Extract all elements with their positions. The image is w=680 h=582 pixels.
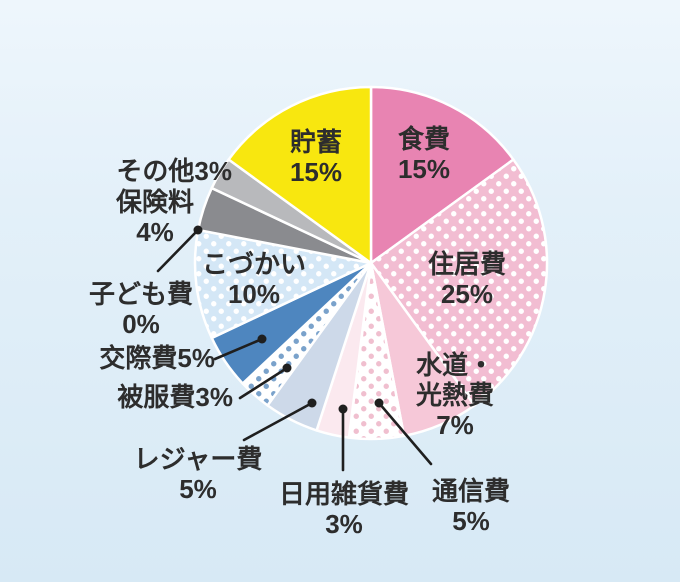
slice-percent-text: 7%: [436, 410, 474, 440]
slice-label-text: 貯蓄: [289, 127, 343, 157]
slice-label-text: 水道・ 光熱費: [415, 350, 495, 410]
pie-slice-allowance: [193, 228, 373, 340]
pie-label-allowance: こづかい 10%: [202, 249, 306, 309]
slice-label-text: レジャー費: [133, 444, 263, 474]
slice-percent-text: 0%: [122, 309, 160, 339]
slice-label-text: こづかい: [201, 249, 307, 279]
slice-label-text: 交際費: [99, 343, 178, 373]
leader-line-leisure: [242, 401, 314, 442]
slice-percent-text: 15%: [397, 154, 451, 184]
slice-percent-text: 25%: [440, 279, 494, 309]
pie-label-food: 食費 15%: [398, 124, 450, 184]
slice-percent-text: 5%: [177, 343, 215, 373]
pie-label-communication: 通信費 5%: [432, 476, 510, 536]
slice-percent-text: 3%: [194, 156, 232, 186]
slice-label-text: 保険料: [115, 187, 195, 217]
leader-line-children: [156, 228, 200, 273]
pie-label-clothing: 被服費3%: [117, 382, 233, 412]
pie-label-utilities: 水道・ 光熱費 7%: [416, 350, 494, 440]
pie-label-social: 交際費5%: [99, 343, 215, 373]
slice-label-text: その他: [116, 156, 195, 186]
pie-slice-food: [369, 85, 515, 265]
pie-label-children: 子ども費 0%: [89, 279, 193, 339]
leader-dot-clothing: [282, 363, 292, 373]
pie-label-savings: 貯蓄 15%: [290, 127, 342, 187]
pie-label-other: その他3%: [116, 156, 232, 186]
pie-label-leisure: レジャー費 5%: [134, 444, 263, 504]
leader-dot-communication: [374, 398, 384, 408]
slice-percent-text: 5%: [452, 506, 490, 536]
leader-dot-daily-goods: [338, 404, 348, 414]
slice-percent-text: 10%: [227, 279, 281, 309]
leader-dot-children: [193, 225, 203, 235]
slice-label-text: 住居費: [427, 249, 507, 279]
slice-label-text: 日用雑貨費: [278, 479, 410, 509]
slice-percent-text: 15%: [289, 157, 343, 187]
leader-line-clothing: [238, 366, 289, 400]
leader-dot-leisure: [307, 398, 317, 408]
slice-label-text: 食費: [397, 124, 451, 154]
pie-label-daily-goods: 日用雑貨費 3%: [279, 479, 409, 539]
pie-label-insurance: 保険料 4%: [116, 187, 194, 247]
slice-percent-text: 5%: [179, 474, 217, 504]
leader-line-communication: [377, 401, 433, 466]
slice-percent-text: 4%: [136, 217, 174, 247]
leader-line-social: [213, 337, 264, 361]
pie-slice-housing: [369, 158, 549, 407]
slice-label-text: 子ども費: [88, 279, 194, 309]
slice-label-text: 通信費: [431, 476, 511, 506]
slice-percent-text: 3%: [325, 509, 363, 539]
pie-label-housing: 住居費 25%: [428, 249, 506, 309]
slice-label-text: 被服費: [117, 382, 196, 412]
leader-dot-social: [257, 334, 267, 344]
pie-slice-savings: [227, 85, 373, 265]
slice-percent-text: 3%: [195, 382, 233, 412]
